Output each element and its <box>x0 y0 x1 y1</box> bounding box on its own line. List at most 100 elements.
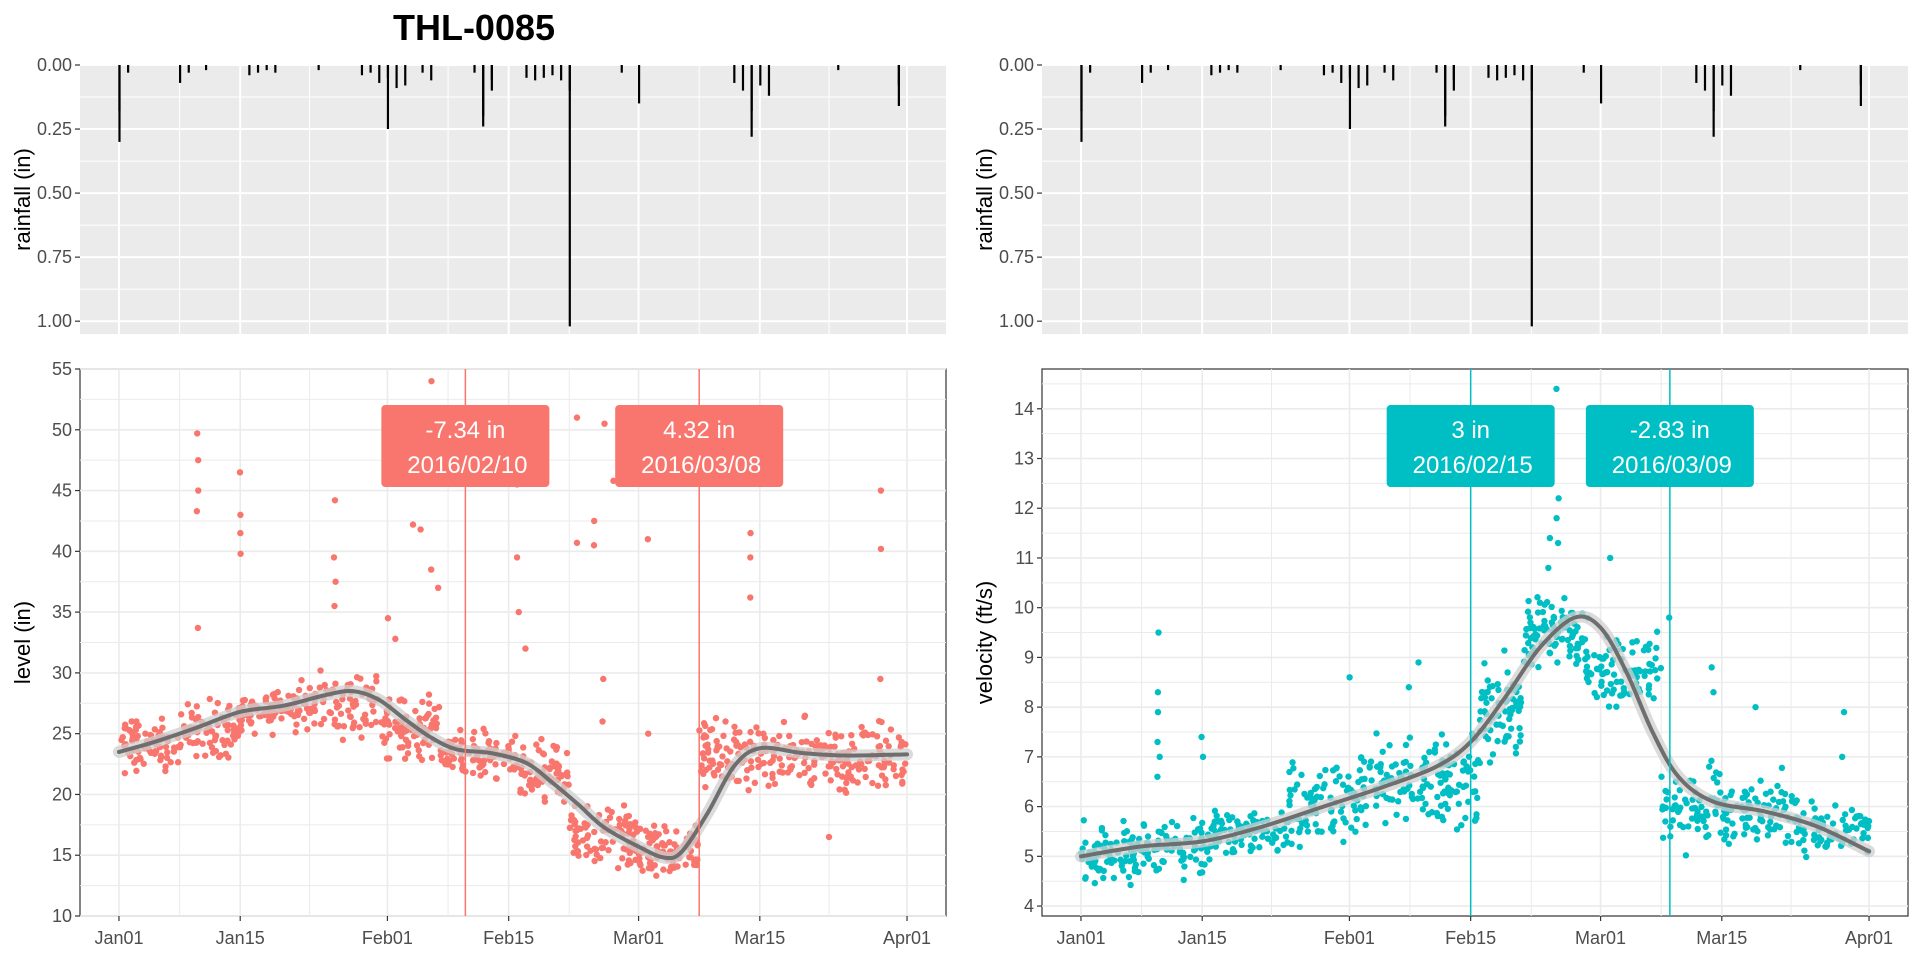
y-tick-label: 9 <box>1024 647 1034 667</box>
data-point <box>743 775 750 782</box>
data-point <box>304 726 311 733</box>
data-point <box>591 857 598 865</box>
data-point <box>1568 633 1576 641</box>
data-point <box>1192 856 1200 863</box>
y-tick-label: 0.25 <box>37 119 72 139</box>
data-point <box>1332 778 1340 785</box>
data-point <box>1121 829 1128 837</box>
data-point <box>1864 834 1872 842</box>
data-point <box>404 750 412 757</box>
data-point <box>1298 771 1305 779</box>
data-point <box>650 822 658 829</box>
data-point <box>1407 762 1414 770</box>
data-point <box>1289 759 1296 766</box>
data-point <box>1222 849 1230 856</box>
data-point <box>599 718 606 725</box>
data-point <box>1362 821 1369 829</box>
smooth-curve <box>1078 614 1872 859</box>
data-point <box>610 477 617 485</box>
data-point <box>340 723 348 730</box>
data-point <box>1455 800 1463 808</box>
data-point <box>1554 659 1561 666</box>
data-point <box>1708 757 1715 764</box>
data-point <box>751 779 759 787</box>
data-point <box>1591 689 1598 697</box>
data-point <box>522 645 529 652</box>
data-point <box>416 715 423 722</box>
data-point <box>702 766 710 774</box>
data-point <box>1400 786 1407 793</box>
data-point <box>862 773 869 781</box>
y-tick-label: 5 <box>1024 846 1034 866</box>
data-point <box>142 730 149 737</box>
data-point <box>600 675 607 683</box>
data-point <box>230 729 238 736</box>
data-point <box>1554 539 1562 547</box>
data-point <box>597 838 605 845</box>
data-point <box>645 730 652 737</box>
data-point <box>1405 684 1413 691</box>
data-point <box>534 781 541 788</box>
data-point <box>1281 825 1288 832</box>
data-point <box>1455 781 1463 788</box>
data-point <box>162 767 169 775</box>
data-point <box>1210 826 1218 833</box>
data-point <box>184 701 192 708</box>
data-point <box>1550 613 1557 621</box>
data-point <box>370 708 377 715</box>
data-point <box>1198 733 1205 741</box>
y-axis-title: level (in) <box>10 601 35 684</box>
data-point <box>1259 833 1266 840</box>
data-point <box>892 772 900 780</box>
data-point <box>449 763 456 771</box>
x-tick-label: Mar01 <box>613 928 664 948</box>
data-point <box>1168 818 1176 826</box>
data-point <box>285 692 292 700</box>
data-point <box>1440 772 1448 779</box>
data-point <box>878 764 885 771</box>
data-point <box>1408 793 1416 801</box>
data-point <box>745 786 752 794</box>
data-point <box>521 790 529 797</box>
data-point <box>1662 804 1670 812</box>
data-point <box>1473 814 1480 822</box>
data-point <box>1574 624 1581 631</box>
data-point <box>1489 751 1497 758</box>
x-tick-label: Apr01 <box>1845 928 1893 948</box>
data-point <box>839 763 847 770</box>
data-point <box>162 743 170 751</box>
data-point <box>1527 619 1534 626</box>
data-point <box>1753 836 1761 843</box>
data-point <box>425 710 432 718</box>
data-point <box>1091 879 1099 887</box>
data-point <box>1402 741 1410 749</box>
data-point <box>1779 798 1787 805</box>
data-point <box>432 723 439 730</box>
data-point <box>317 667 324 674</box>
data-point <box>565 781 572 788</box>
data-point <box>331 497 339 504</box>
data-point <box>813 742 821 750</box>
data-point <box>1421 754 1428 762</box>
data-point <box>248 719 255 726</box>
y-tick-label: 50 <box>52 420 72 440</box>
data-point <box>573 414 581 421</box>
data-point <box>1460 759 1467 766</box>
data-point <box>1620 684 1627 692</box>
data-point <box>1685 823 1692 830</box>
x-tick-label: Jan15 <box>216 928 265 948</box>
data-point <box>801 713 808 721</box>
data-point <box>392 635 399 643</box>
data-point <box>776 755 783 762</box>
data-point <box>1269 839 1276 846</box>
data-point <box>415 747 422 754</box>
data-point <box>1532 631 1539 638</box>
data-point <box>1442 741 1450 748</box>
data-point <box>722 718 729 725</box>
x-tick-label: Jan15 <box>1178 928 1227 948</box>
data-point <box>877 675 884 683</box>
data-point <box>1422 800 1429 808</box>
data-point <box>1793 828 1800 836</box>
data-point <box>1676 786 1683 794</box>
data-point <box>396 744 404 751</box>
